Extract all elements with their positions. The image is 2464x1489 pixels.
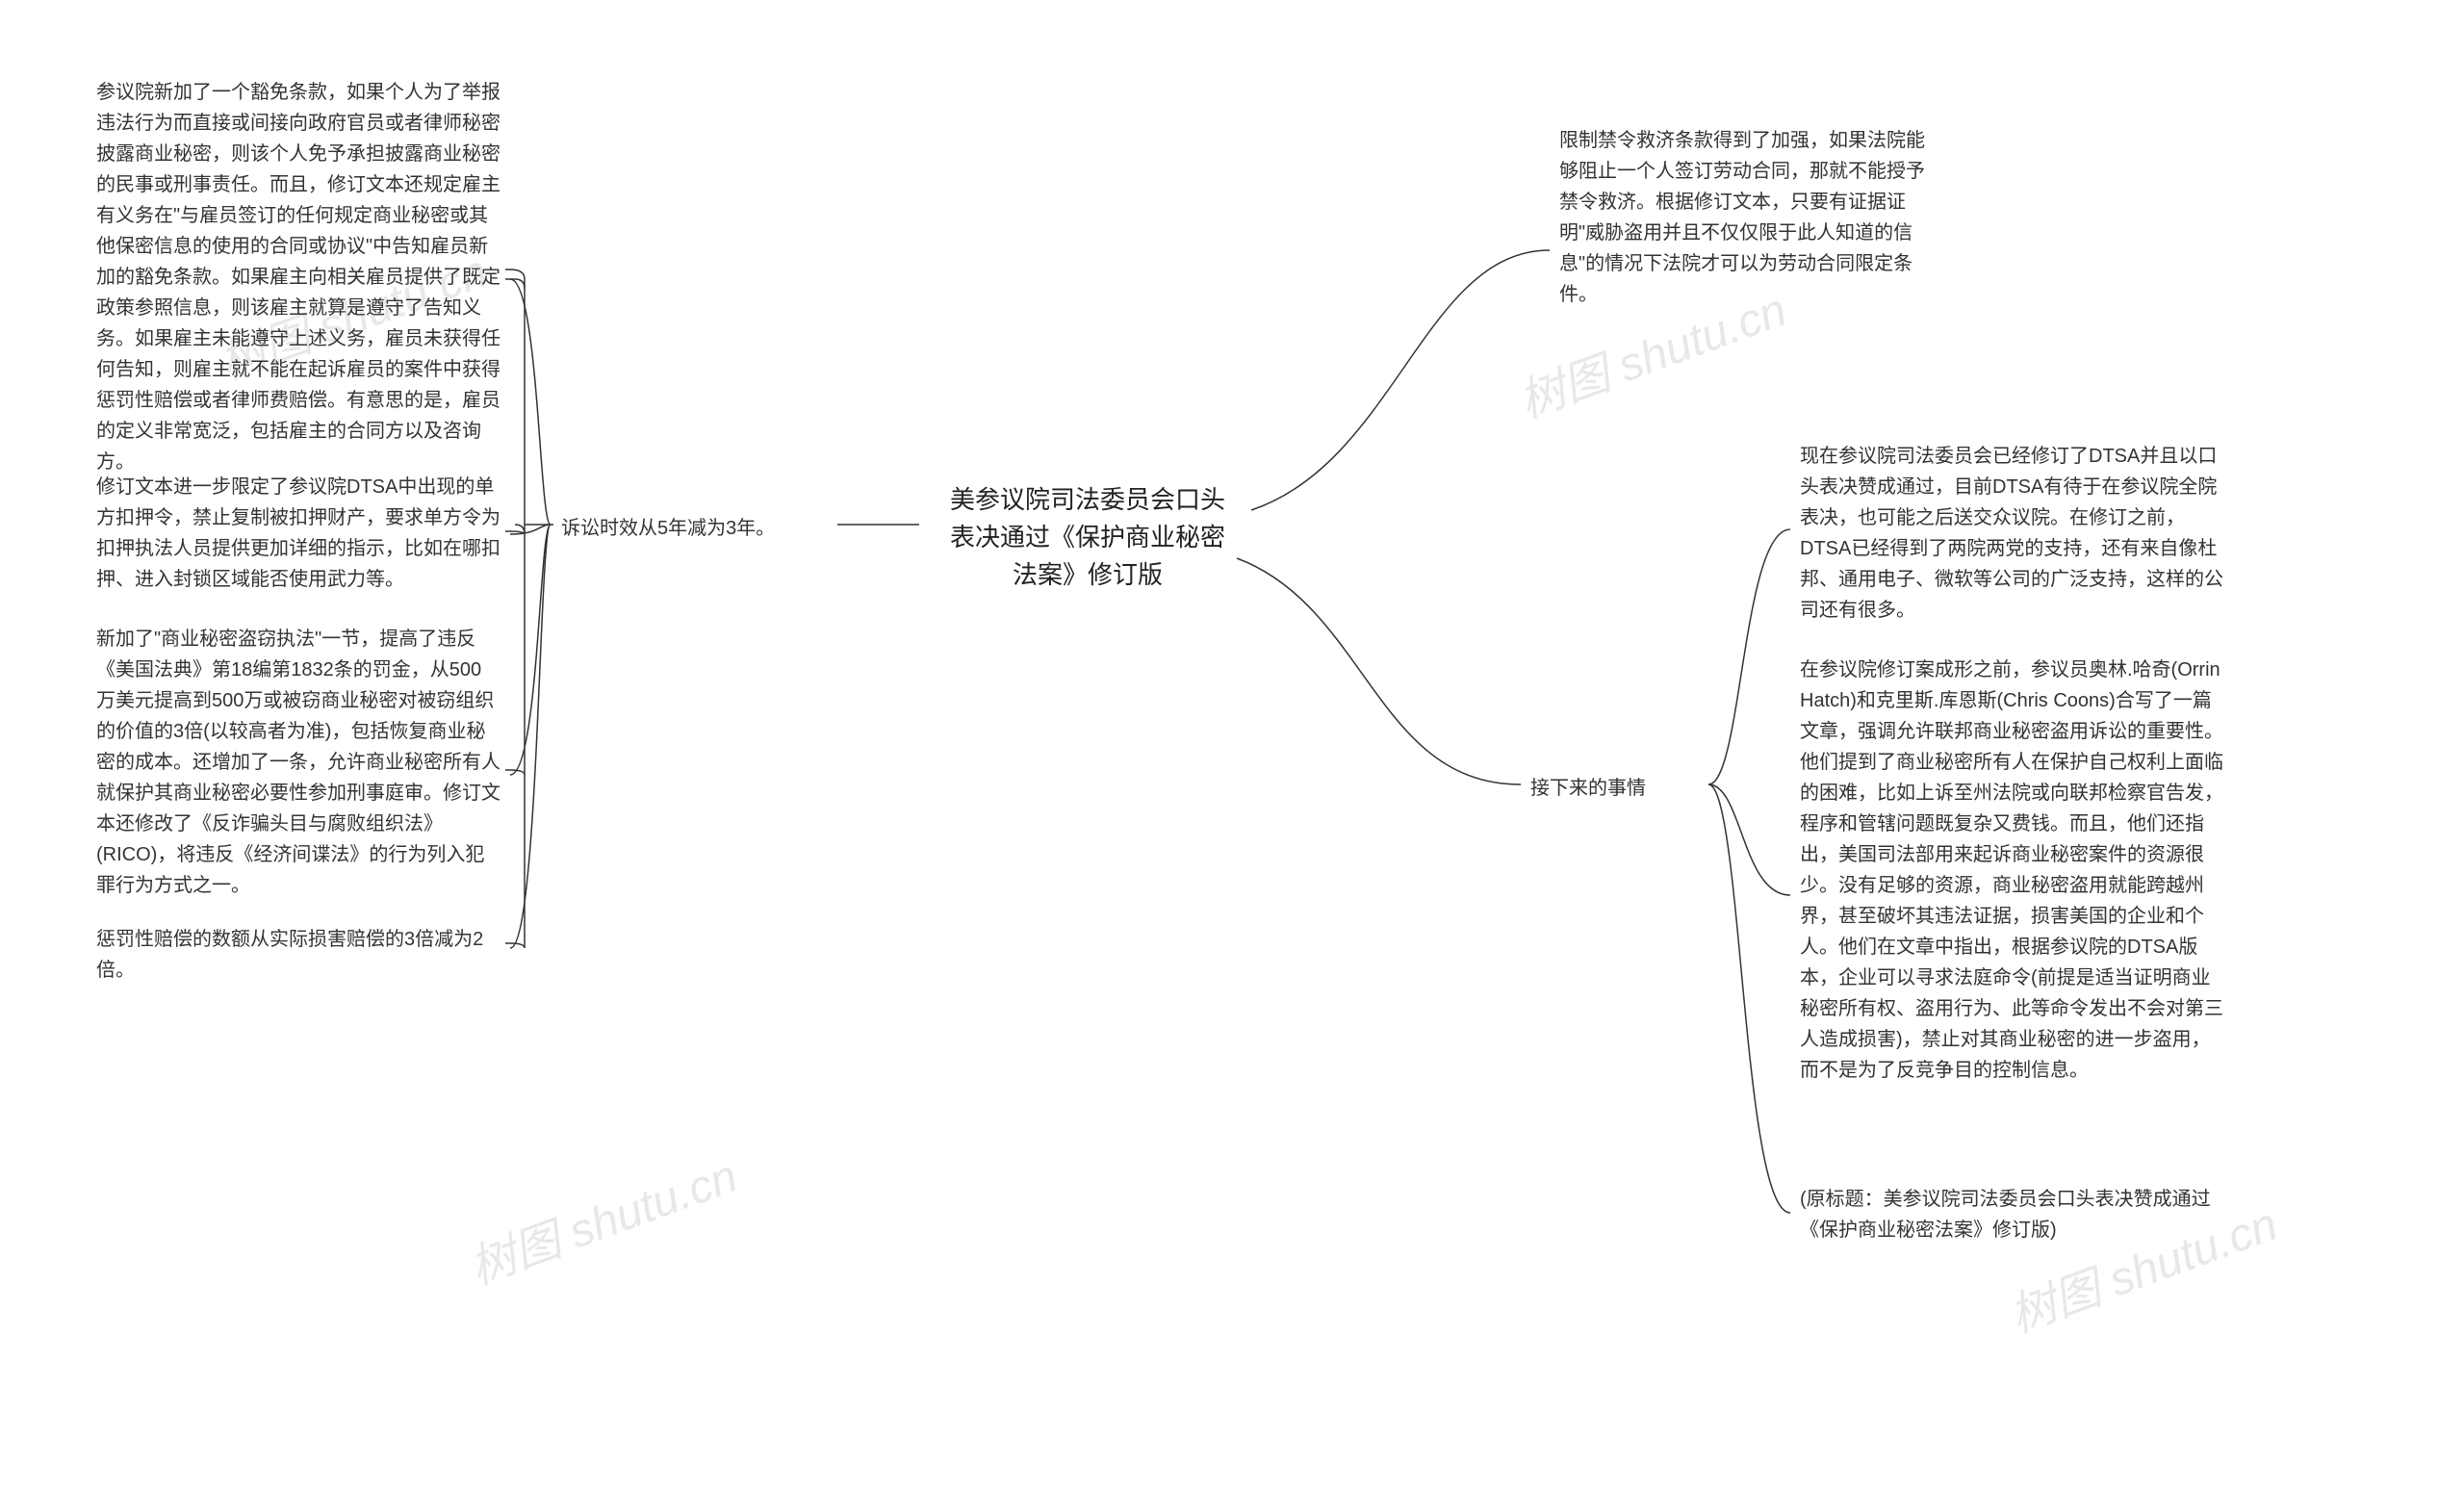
left-child-2-text: 新加了"商业秘密盗窃执法"一节，提高了违反《美国法典》第18编第1832条的罚金…: [96, 629, 500, 896]
right-branch-1-child-0: 现在参议院司法委员会已经修订了DTSA并且以口头表决赞成通过，目前DTSA有待于…: [1800, 441, 2223, 626]
center-node-text: 美参议院司法委员会口头表决通过《保护商业秘密法案》修订版: [950, 485, 1225, 589]
left-branch-label-text: 诉讼时效从5年减为3年。: [561, 518, 775, 539]
right-branch-0: 限制禁令救济条款得到了加强，如果法院能够阻止一个人签订劳动合同，那就不能授予禁令…: [1559, 125, 1925, 310]
right-branch-0-text: 限制禁令救济条款得到了加强，如果法院能够阻止一个人签订劳动合同，那就不能授予禁令…: [1559, 130, 1925, 305]
right-branch-1-label: 接下来的事情: [1530, 773, 1704, 804]
left-child-0-text: 参议院新加了一个豁免条款，如果个人为了举报违法行为而直接或间接向政府官员或者律师…: [96, 82, 500, 473]
center-node: 美参议院司法委员会口头表决通过《保护商业秘密法案》修订版: [924, 481, 1251, 594]
right-branch-1-child-0-text: 现在参议院司法委员会已经修订了DTSA并且以口头表决赞成通过，目前DTSA有待于…: [1800, 446, 2223, 621]
right-branch-1-label-text: 接下来的事情: [1530, 778, 1646, 799]
left-child-0: 参议院新加了一个豁免条款，如果个人为了举报违法行为而直接或间接向政府官员或者律师…: [96, 77, 500, 477]
left-child-1: 修订文本进一步限定了参议院DTSA中出现的单方扣押令，禁止复制被扣押财产，要求单…: [96, 472, 500, 595]
right-branch-1-child-1: 在参议院修订案成形之前，参议员奥林.哈奇(Orrin Hatch)和克里斯.库恩…: [1800, 655, 2223, 1086]
right-branch-1-child-2: (原标题：美参议院司法委员会口头表决赞成通过《保护商业秘密法案》修订版): [1800, 1184, 2223, 1245]
right-branch-1-child-2-text: (原标题：美参议院司法委员会口头表决赞成通过《保护商业秘密法案》修订版): [1800, 1189, 2211, 1241]
right-branch-1-child-1-text: 在参议院修订案成形之前，参议员奥林.哈奇(Orrin Hatch)和克里斯.库恩…: [1800, 659, 2223, 1081]
left-child-3-text: 惩罚性赔偿的数额从实际损害赔偿的3倍减为2倍。: [96, 929, 483, 981]
left-branch-label: 诉讼时效从5年减为3年。: [561, 513, 831, 544]
watermark: 树图 shutu.cn: [459, 1138, 745, 1296]
left-child-2: 新加了"商业秘密盗窃执法"一节，提高了违反《美国法典》第18编第1832条的罚金…: [96, 624, 500, 901]
left-child-3: 惩罚性赔偿的数额从实际损害赔偿的3倍减为2倍。: [96, 924, 500, 986]
left-child-1-text: 修订文本进一步限定了参议院DTSA中出现的单方扣押令，禁止复制被扣押财产，要求单…: [96, 476, 500, 590]
